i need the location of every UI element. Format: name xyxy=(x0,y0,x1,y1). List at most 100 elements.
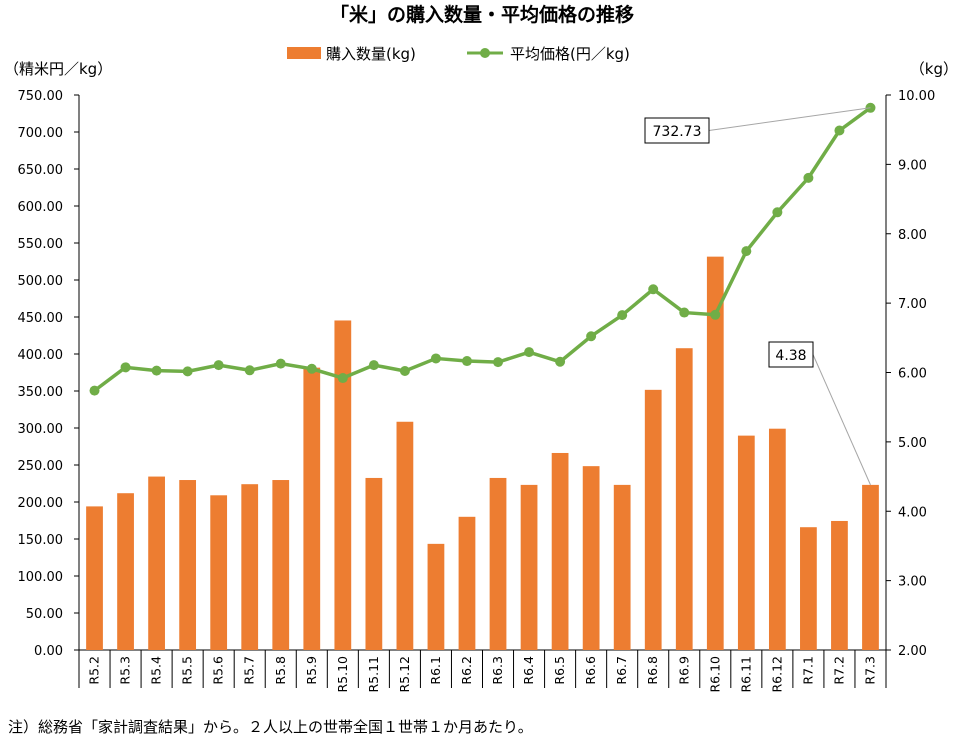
x-tick-label: R6.12 xyxy=(769,656,784,693)
bar xyxy=(862,484,879,650)
price-point xyxy=(244,365,255,376)
x-tick-label: R6.10 xyxy=(707,656,722,693)
bar xyxy=(458,516,476,650)
bar xyxy=(86,506,103,650)
price-point xyxy=(213,360,224,371)
x-tick-label: R6.5 xyxy=(552,656,567,685)
x-tick-label: R5.3 xyxy=(118,656,133,685)
x-tick-label: R5.12 xyxy=(397,656,412,693)
y-left-tick-label: 100.00 xyxy=(18,570,64,585)
bar xyxy=(148,476,165,650)
y-right-tick-label: 8.00 xyxy=(898,228,927,243)
price-point xyxy=(89,385,100,396)
y-left-tick-label: 550.00 xyxy=(18,237,64,252)
price-point xyxy=(337,373,348,384)
y-right-tick-label: 2.00 xyxy=(898,644,927,659)
y-left-tick-label: 250.00 xyxy=(18,459,64,474)
x-tick-label: R6.4 xyxy=(521,656,536,685)
y-axis-tick-labels: 0.00 50.00 100.00 150.00 200.00 250.00 300.00 3… xyxy=(18,89,936,659)
y-left-tick-label: 50.00 xyxy=(26,607,63,622)
bar-series xyxy=(86,256,879,650)
callouts: 732.73 4.38 xyxy=(644,107,871,486)
y-right-axis-label: （kg） xyxy=(910,60,958,78)
y-left-tick-label: 700.00 xyxy=(18,126,64,141)
legend-bar-swatch xyxy=(287,47,321,59)
legend-line-marker xyxy=(480,48,490,58)
y-left-tick-label: 650.00 xyxy=(18,163,64,178)
bar xyxy=(768,428,786,650)
callout-label: 732.73 xyxy=(653,124,702,140)
y-right-tick-label: 3.00 xyxy=(898,575,927,590)
x-tick-label: R7.3 xyxy=(862,656,877,685)
price-point xyxy=(803,172,814,183)
x-tick-label: R5.4 xyxy=(149,656,164,685)
y-left-tick-label: 500.00 xyxy=(18,274,64,289)
x-tick-label: R5.11 xyxy=(366,656,381,693)
price-point xyxy=(493,357,504,368)
x-tick-label: R5.6 xyxy=(211,656,226,685)
y-right-tick-label: 5.00 xyxy=(898,436,927,451)
y-left-tick-label: 0.00 xyxy=(34,644,63,659)
footnote: 注）総務省「家計調査結果」から。２人以上の世帯全国１世帯１か月あたり。 xyxy=(8,718,533,736)
y-left-tick-label: 200.00 xyxy=(18,496,64,511)
bar xyxy=(241,484,259,650)
y-left-tick-label: 750.00 xyxy=(18,89,64,104)
x-tick-label: R5.10 xyxy=(335,656,350,693)
price-point xyxy=(524,347,535,358)
bar xyxy=(303,367,321,650)
price-point xyxy=(151,365,162,376)
bar xyxy=(675,348,693,650)
price-point xyxy=(182,366,193,377)
chart-title: 「米」の購入数量・平均価格の推移 xyxy=(330,3,634,26)
line-series xyxy=(89,102,876,396)
price-point xyxy=(679,307,690,318)
x-tick-label: R5.2 xyxy=(87,656,102,685)
bar xyxy=(272,480,290,650)
y-left-tick-label: 300.00 xyxy=(18,422,64,437)
x-tick-label: R6.9 xyxy=(676,656,691,685)
price-point xyxy=(306,363,317,374)
price-line xyxy=(93,106,872,393)
y-left-axis-label: （精米円／kg） xyxy=(4,60,112,78)
price-point xyxy=(555,356,566,367)
x-tick-label: R7.1 xyxy=(800,656,815,685)
callout-label: 4.38 xyxy=(775,348,806,364)
bar xyxy=(737,435,755,650)
x-tick-label: R6.11 xyxy=(738,656,753,693)
bar xyxy=(396,421,414,650)
bar xyxy=(520,484,538,650)
price-point xyxy=(368,360,379,371)
bar xyxy=(551,452,569,650)
callout-box xyxy=(644,117,710,144)
bar xyxy=(644,389,662,650)
x-tick-label: R6.6 xyxy=(583,656,598,685)
bar xyxy=(365,477,383,650)
y-right-tick-label: 9.00 xyxy=(898,158,927,173)
price-point xyxy=(648,284,659,295)
bar xyxy=(427,543,445,650)
y-left-tick-label: 400.00 xyxy=(18,348,64,363)
legend-line-label: 平均価格(円／kg) xyxy=(510,45,630,63)
y-right-tick-label: 10.00 xyxy=(898,89,935,104)
axes xyxy=(74,94,891,688)
bar xyxy=(210,495,228,650)
x-tick-label: R6.3 xyxy=(490,656,505,685)
callout-leader-line xyxy=(708,107,871,131)
x-tick-label: R6.2 xyxy=(459,656,474,685)
x-tick-label: R7.2 xyxy=(831,656,846,685)
y-right-tick-label: 6.00 xyxy=(898,367,927,382)
bar xyxy=(613,484,631,650)
price-point xyxy=(741,246,752,257)
y-left-tick-label: 450.00 xyxy=(18,311,64,326)
bar xyxy=(489,477,507,650)
x-tick-label: R5.8 xyxy=(273,656,288,685)
bar xyxy=(334,320,352,650)
x-tick-label: R6.8 xyxy=(645,656,660,685)
price-point xyxy=(834,125,845,136)
legend-bar-label: 購入数量(kg) xyxy=(326,45,416,63)
price-point xyxy=(461,356,472,367)
x-tick-label: R5.9 xyxy=(304,656,319,685)
bar xyxy=(800,527,817,650)
x-tick-label: R5.7 xyxy=(242,656,257,685)
